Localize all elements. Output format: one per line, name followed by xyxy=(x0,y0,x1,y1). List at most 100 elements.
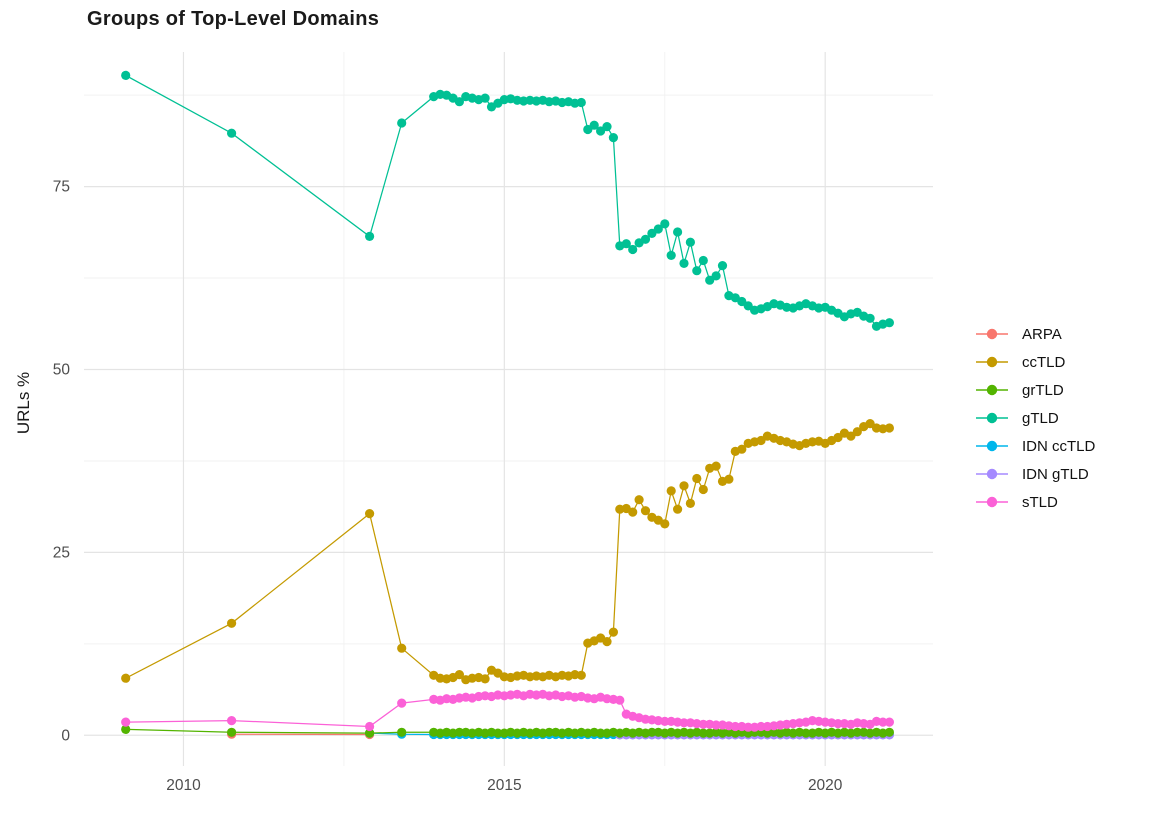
data-point xyxy=(698,728,708,738)
data-point xyxy=(640,506,651,516)
legend-key-icon xyxy=(976,328,1008,340)
data-point xyxy=(730,721,740,732)
data-point xyxy=(724,474,734,484)
data-point xyxy=(666,250,676,260)
data-point xyxy=(698,719,708,729)
data-point xyxy=(711,271,721,281)
data-point xyxy=(121,70,131,80)
data-point xyxy=(833,432,843,443)
data-point xyxy=(454,97,464,107)
data-point xyxy=(227,727,237,737)
y-tick-label: 0 xyxy=(61,727,70,744)
data-point xyxy=(121,724,131,735)
data-point xyxy=(621,239,631,249)
grid-minor xyxy=(84,52,933,766)
data-point xyxy=(846,431,856,441)
legend-item-idn-cctld: IDN ccTLD xyxy=(975,432,1095,460)
data-point xyxy=(493,728,503,738)
data-point xyxy=(737,444,747,454)
data-point xyxy=(576,670,586,680)
data-point xyxy=(865,313,875,323)
legend: ARPA ccTLD grTLD gTLD IDN ccTLD IDN gTLD sTLD xyxy=(975,320,1095,516)
data-point xyxy=(679,481,689,491)
data-point xyxy=(397,118,407,128)
data-point xyxy=(756,435,766,446)
series-cctld xyxy=(121,419,895,685)
data-point xyxy=(589,120,599,130)
data-point xyxy=(833,719,843,729)
data-point xyxy=(717,261,728,271)
data-point xyxy=(628,244,638,255)
data-point xyxy=(801,728,811,738)
x-axis-labels: 2010 2015 2020 xyxy=(166,777,843,794)
data-point xyxy=(647,228,657,238)
data-point xyxy=(679,718,689,728)
legend-item-label: ccTLD xyxy=(1022,353,1066,371)
y-tick-label: 25 xyxy=(53,544,70,561)
data-point xyxy=(711,720,721,730)
x-tick-label: 2010 xyxy=(166,777,201,794)
chart-title: Groups of Top-Level Domains xyxy=(87,8,380,30)
data-point xyxy=(227,716,237,726)
data-point xyxy=(121,717,131,727)
data-point xyxy=(685,237,696,247)
data-point xyxy=(852,427,862,437)
data-point xyxy=(121,673,131,683)
data-point xyxy=(602,122,612,132)
legend-key-icon xyxy=(976,496,1008,508)
data-point xyxy=(653,224,663,234)
data-point xyxy=(865,419,875,429)
legend-key-icon xyxy=(976,412,1008,424)
data-point xyxy=(756,721,766,732)
legend-item-label: IDN gTLD xyxy=(1022,465,1089,483)
data-point xyxy=(660,519,670,529)
data-point xyxy=(397,643,407,653)
data-point xyxy=(660,219,670,229)
data-point xyxy=(698,255,708,266)
data-point xyxy=(852,727,862,737)
data-point xyxy=(544,727,554,737)
series-gtld xyxy=(121,70,895,331)
data-point xyxy=(480,93,490,103)
series-arpa xyxy=(227,729,375,740)
legend-item-label: ARPA xyxy=(1022,325,1062,343)
legend-item-label: gTLD xyxy=(1022,409,1059,427)
legend-item-arpa: ARPA xyxy=(975,320,1095,348)
data-point xyxy=(576,97,586,108)
data-point xyxy=(679,258,689,268)
data-point xyxy=(454,727,464,737)
data-point xyxy=(647,727,657,737)
data-point xyxy=(660,716,670,727)
data-point xyxy=(227,128,237,138)
data-point xyxy=(628,507,638,517)
data-point xyxy=(673,227,683,237)
data-point xyxy=(640,234,651,244)
data-point xyxy=(608,627,619,637)
data-point xyxy=(884,423,895,433)
data-point xyxy=(397,727,407,737)
legend-item-stld: sTLD xyxy=(975,488,1095,516)
data-point xyxy=(711,461,721,471)
data-point xyxy=(454,670,464,680)
data-point xyxy=(365,508,375,519)
data-point xyxy=(698,484,708,495)
legend-key-icon xyxy=(976,440,1008,452)
data-point xyxy=(227,618,237,628)
legend-item-label: IDN ccTLD xyxy=(1022,437,1096,455)
data-point xyxy=(737,296,747,307)
y-tick-label: 75 xyxy=(53,179,70,196)
data-point xyxy=(365,721,375,732)
x-tick-label: 2020 xyxy=(808,777,843,794)
data-point xyxy=(666,486,676,496)
data-point xyxy=(397,698,407,708)
series-grtld xyxy=(121,724,895,738)
legend-key-icon xyxy=(976,384,1008,396)
data-point xyxy=(608,133,619,143)
data-point xyxy=(692,266,702,276)
y-tick-label: 50 xyxy=(53,361,71,378)
legend-item-idn-gtld: IDN gTLD xyxy=(975,460,1095,488)
data-point xyxy=(365,728,375,738)
legend-item-cctld: ccTLD xyxy=(975,348,1095,376)
data-point xyxy=(480,674,490,684)
